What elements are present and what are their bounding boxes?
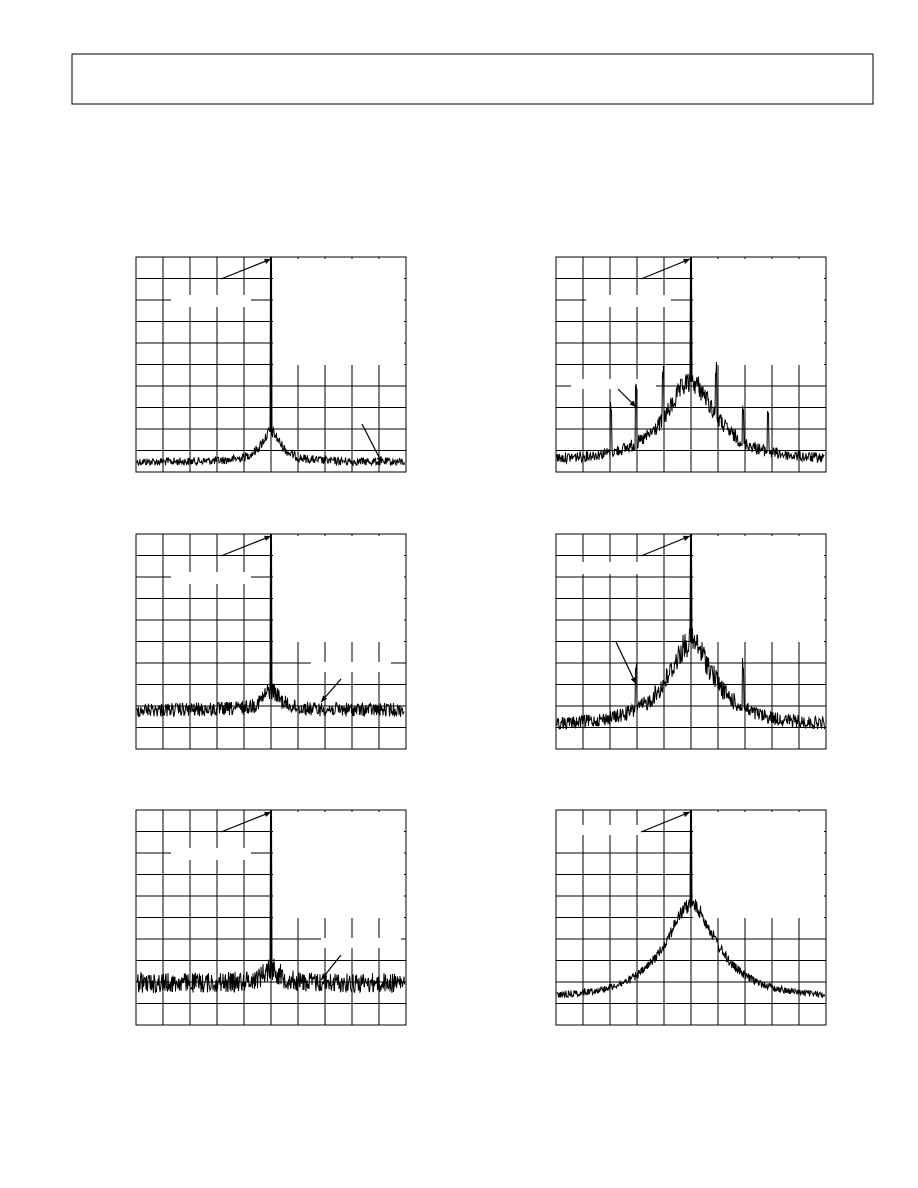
label-area bbox=[321, 938, 401, 948]
plot bbox=[135, 809, 407, 1026]
plot bbox=[555, 809, 827, 1026]
label-area bbox=[273, 536, 404, 642]
label-area bbox=[571, 379, 656, 389]
arrow bbox=[220, 258, 272, 280]
label-area bbox=[571, 562, 661, 574]
arrow bbox=[615, 641, 637, 685]
arrow-head bbox=[264, 535, 271, 541]
label-area bbox=[693, 536, 824, 642]
plot-frame bbox=[135, 533, 407, 750]
header-box bbox=[71, 53, 874, 105]
plot bbox=[135, 533, 407, 750]
arrow bbox=[640, 258, 691, 280]
arrow-head bbox=[321, 973, 328, 980]
arrow-head bbox=[264, 258, 271, 264]
arrow-head bbox=[629, 400, 636, 407]
arrow-head bbox=[683, 258, 690, 264]
arrow-head bbox=[630, 677, 636, 684]
label-area bbox=[273, 812, 404, 918]
arrow-head bbox=[376, 456, 382, 463]
label-area bbox=[171, 295, 251, 307]
arrow bbox=[640, 811, 691, 833]
plot-frame bbox=[555, 533, 827, 750]
arrow bbox=[220, 535, 272, 557]
arrow-head bbox=[321, 695, 328, 702]
label-area bbox=[273, 259, 404, 365]
plot bbox=[555, 256, 827, 473]
label-area bbox=[171, 572, 251, 584]
arrow-head bbox=[264, 811, 271, 817]
label-area bbox=[311, 662, 391, 672]
label-area bbox=[171, 848, 251, 860]
label-area bbox=[693, 259, 824, 365]
label-area bbox=[586, 295, 671, 307]
arrow bbox=[640, 535, 691, 557]
plot bbox=[135, 256, 407, 473]
arrow-head bbox=[683, 535, 690, 541]
arrow bbox=[220, 811, 272, 833]
arrow bbox=[361, 423, 383, 464]
plot-frame bbox=[135, 809, 407, 1026]
arrow-head bbox=[683, 811, 690, 817]
label-area bbox=[556, 825, 641, 835]
plot-frame bbox=[555, 256, 827, 473]
plot-frame bbox=[555, 809, 827, 1026]
label-area bbox=[693, 812, 824, 918]
plot bbox=[555, 533, 827, 750]
plot-frame bbox=[135, 256, 407, 473]
